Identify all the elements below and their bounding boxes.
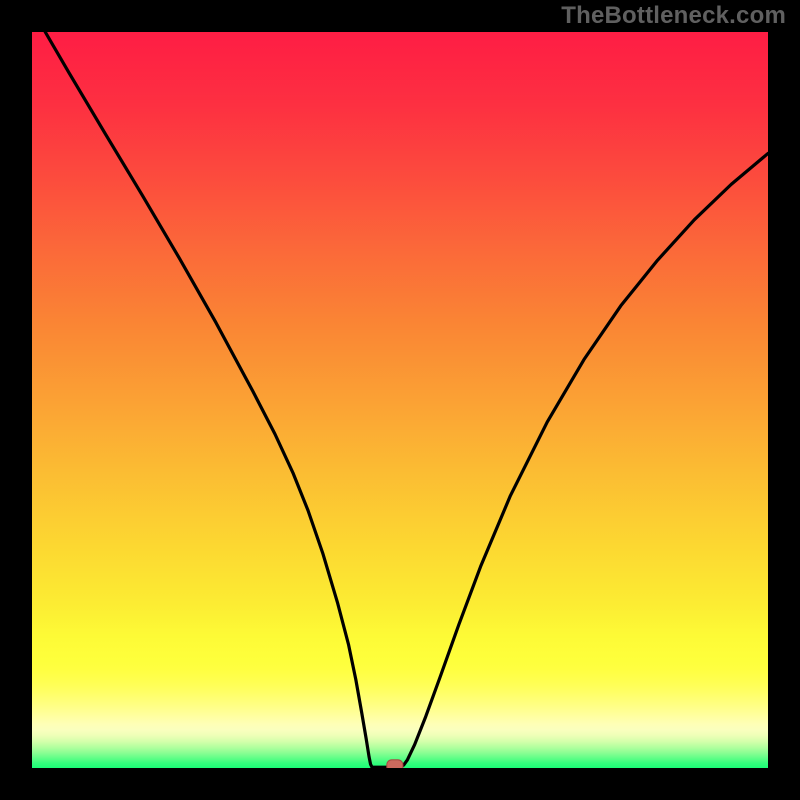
optimum-marker [387,760,403,772]
plot-background [32,32,768,768]
bottleneck-chart [0,0,800,800]
chart-page: TheBottleneck.com [0,0,800,800]
